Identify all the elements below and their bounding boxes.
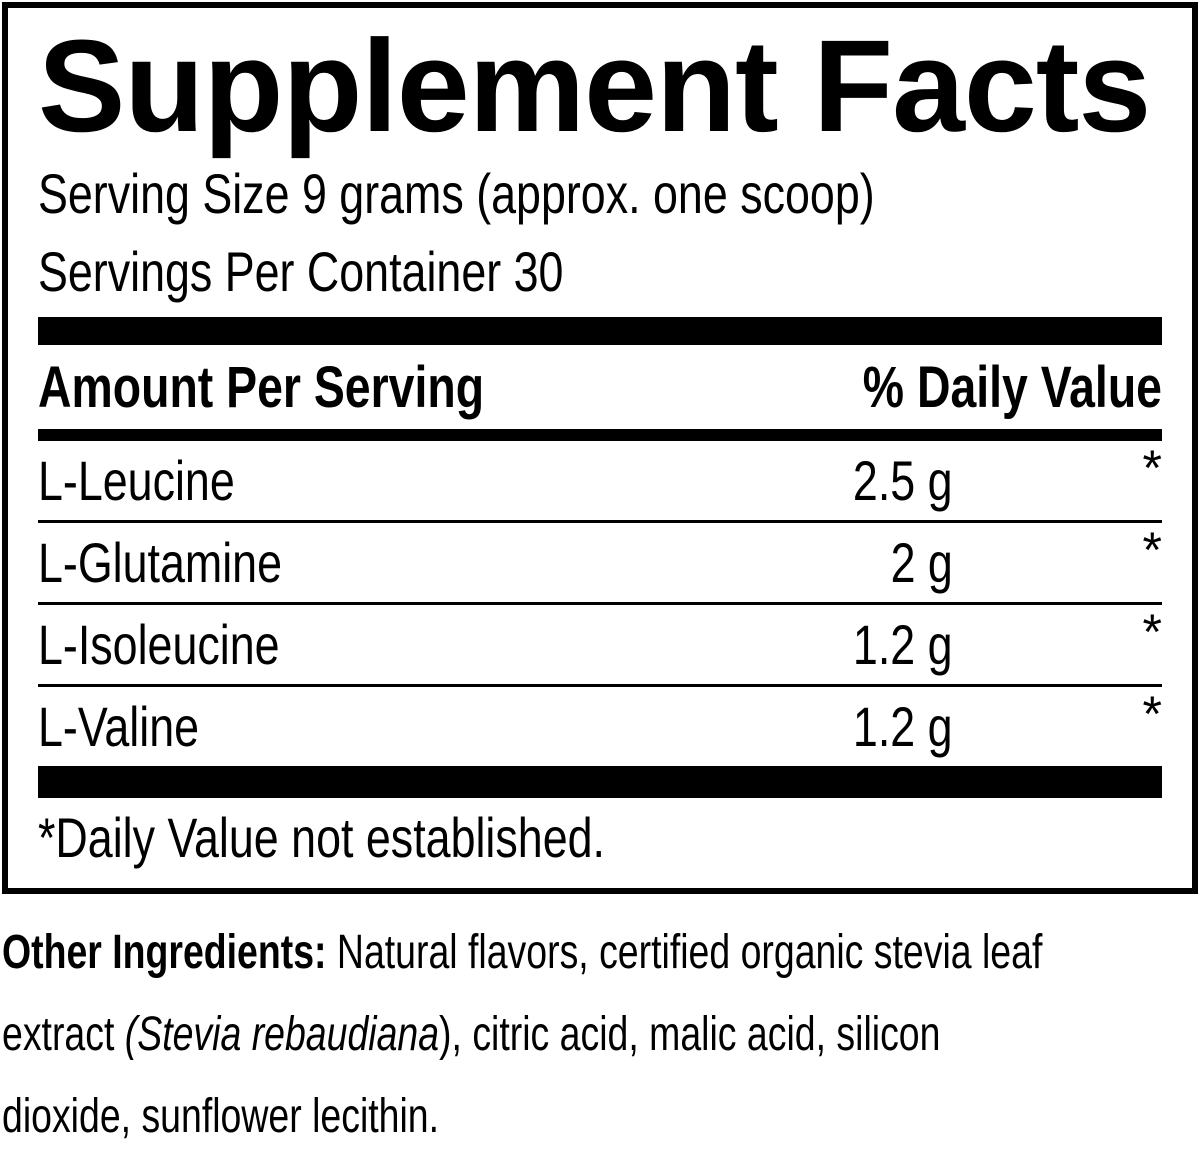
daily-value-asterisk: * xyxy=(1142,604,1162,660)
footnote-text: *Daily Value not established. xyxy=(38,806,605,869)
other-ingredients-text: ), citric acid, malic acid, silicon xyxy=(439,1008,941,1061)
divider-thick-bottom xyxy=(38,766,1162,798)
divider-medium xyxy=(38,429,1162,441)
footnote-line: *Daily Value not established. xyxy=(38,808,1162,868)
other-ingredients-text: dioxide, sunflower lecithin. xyxy=(2,1090,440,1143)
table-header-row: Amount Per Serving % Daily Value xyxy=(38,345,1162,429)
serving-size-line: Serving Size 9 grams (approx. one scoop) xyxy=(38,155,1162,233)
botanical-name-italic: (Stevia rebaudiana xyxy=(124,1008,440,1061)
table-row-l-valine: L-Valine 1.2 g * xyxy=(38,684,1162,766)
amount-per-serving-header: Amount Per Serving xyxy=(38,354,485,420)
other-ingredients-line-2: extract (Stevia rebaudiana), citric acid… xyxy=(2,994,1200,1076)
servings-per-container-line: Servings Per Container 30 xyxy=(38,233,1162,311)
other-ingredients-text: extract xyxy=(2,1008,125,1061)
table-row-l-isoleucine: L-Isoleucine 1.2 g * xyxy=(38,602,1162,684)
divider-thick-top xyxy=(38,317,1162,345)
other-ingredients-text: Natural flavors, certified organic stevi… xyxy=(326,926,1043,979)
other-ingredients-line-1: Other Ingredients: Natural flavors, cert… xyxy=(2,912,1200,994)
table-row-l-glutamine: L-Glutamine 2 g * xyxy=(38,520,1162,602)
other-ingredients-section: Other Ingredients: Natural flavors, cert… xyxy=(0,912,1200,1158)
percent-daily-value-header: % Daily Value xyxy=(862,354,1162,420)
ingredient-amount: 2 g xyxy=(890,531,953,594)
daily-value-asterisk: * xyxy=(1142,522,1162,578)
daily-value-asterisk: * xyxy=(1142,686,1162,742)
ingredient-amount: 2.5 g xyxy=(853,449,953,512)
ingredient-amount: 1.2 g xyxy=(853,695,953,758)
servings-per-container-text: Servings Per Container 30 xyxy=(38,240,564,303)
ingredient-name: L-Leucine xyxy=(38,449,235,512)
serving-size-text: Serving Size 9 grams (approx. one scoop) xyxy=(38,162,875,225)
table-row-l-leucine: L-Leucine 2.5 g * xyxy=(38,441,1162,520)
ingredient-name: L-Valine xyxy=(38,695,200,758)
daily-value-asterisk: * xyxy=(1142,440,1162,496)
ingredient-amount: 1.2 g xyxy=(853,613,953,676)
other-ingredients-line-3: dioxide, sunflower lecithin. xyxy=(2,1076,1200,1158)
other-ingredients-label: Other Ingredients: xyxy=(2,926,327,979)
panel-title: Supplement Facts xyxy=(38,12,1151,159)
ingredient-name: L-Isoleucine xyxy=(38,613,280,676)
supplement-facts-panel: Supplement Facts Serving Size 9 grams (a… xyxy=(2,2,1198,894)
ingredient-name: L-Glutamine xyxy=(38,531,283,594)
